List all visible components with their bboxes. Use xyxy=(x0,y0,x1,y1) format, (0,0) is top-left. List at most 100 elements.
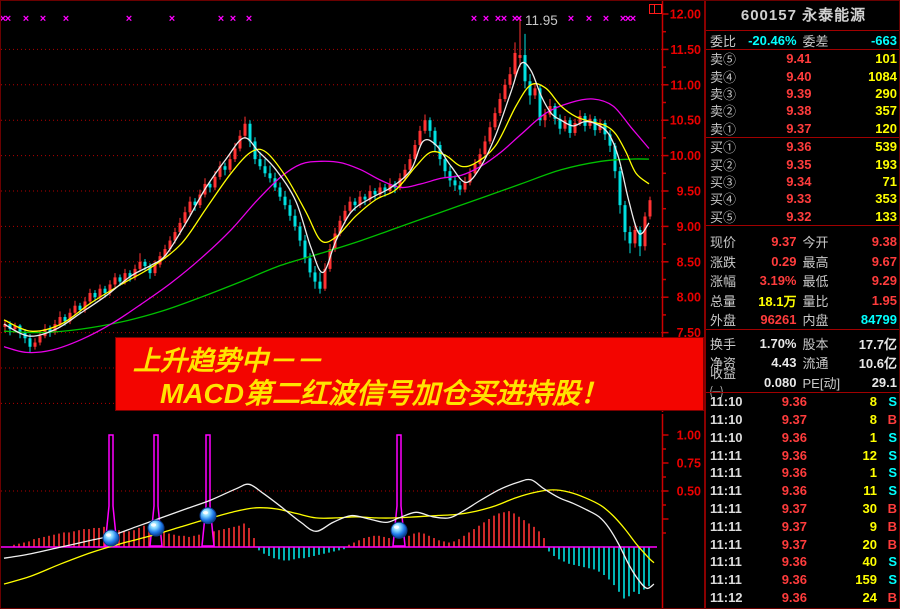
candle-up xyxy=(563,120,567,129)
candle-up xyxy=(468,173,472,183)
bid-volume: 353 xyxy=(875,191,897,207)
stat-value: 0.080 xyxy=(763,374,797,390)
stat-value: 1.70% xyxy=(759,335,797,351)
buy-signal-dot-icon xyxy=(199,507,217,525)
signal-mark-icon: × xyxy=(218,13,224,25)
price-axis-label: 9.00 xyxy=(677,220,701,234)
candle-up xyxy=(513,52,517,75)
candle-down xyxy=(103,288,107,293)
candle-up xyxy=(533,88,537,96)
bid-row[interactable]: 买② 9.35 193 xyxy=(706,155,899,173)
tick-price: 9.36 xyxy=(781,394,807,410)
signal-mark-icon: × xyxy=(1,13,6,25)
quote-panel: 600157 永泰能源 委比 -20.46% 委差 -663 卖⑤ 9.41 101… xyxy=(704,1,899,608)
signal-mark-icon: × xyxy=(620,13,626,25)
candle-up xyxy=(343,210,347,221)
price-stats: 现价 9.37 今开 9.38 涨跌 0.29 最高 9.67 涨幅 3.19% 最低 9.29 总量 1… xyxy=(706,226,899,330)
divider xyxy=(706,136,899,138)
tick-direction: S xyxy=(888,447,897,463)
ask-price: 9.39 xyxy=(786,85,812,101)
tick-row: 11:11 9.36 12 S xyxy=(706,446,899,464)
ask-row[interactable]: 卖③ 9.39 290 xyxy=(706,85,899,102)
tick-direction: S xyxy=(888,572,897,588)
window-restore-icon[interactable] xyxy=(649,4,662,14)
signal-mark-icon: × xyxy=(568,13,574,25)
signal-mark-icon: × xyxy=(471,13,477,25)
bid-row[interactable]: 买④ 9.33 353 xyxy=(706,190,899,207)
tick-direction: B xyxy=(887,412,897,428)
stat-label: 最低 xyxy=(802,274,829,290)
candle-down xyxy=(28,338,32,347)
ask-row[interactable]: 卖② 9.38 357 xyxy=(706,102,899,119)
tick-price: 9.37 xyxy=(781,412,807,428)
stat-value: 17.7亿 xyxy=(858,336,897,352)
bid-levels: 买① 9.36 539 买② 9.35 193 买③ 9.34 71 买④ 9.33 353 买⑤ 9.3… xyxy=(706,138,899,225)
tick-time: 11:10 xyxy=(710,394,743,410)
candle-down xyxy=(208,183,212,188)
stat-row: 总量 18.1万 量比 1.95 xyxy=(706,290,899,310)
candle-up xyxy=(188,201,192,213)
ask-row[interactable]: 卖④ 9.40 1084 xyxy=(706,67,899,85)
candle-down xyxy=(313,272,317,282)
macd-dif-line xyxy=(3,478,655,590)
candle-down xyxy=(438,144,442,160)
candle-up xyxy=(503,84,507,99)
ask-volume: 101 xyxy=(875,51,897,67)
price-axis-label: 10.00 xyxy=(670,149,701,163)
tick-direction: B xyxy=(887,536,897,552)
candle-down xyxy=(303,240,307,259)
fundamental-stats: 换手 1.70% 股本 17.7亿 净资 4.43 流通 10.6亿 收益㈠ 0.080 PE[动]… xyxy=(706,330,899,401)
candle-down xyxy=(583,115,587,126)
tick-time: 11:10 xyxy=(710,429,743,445)
ask-label: 卖⑤ xyxy=(710,52,737,68)
candle-down xyxy=(638,229,642,247)
candle-down xyxy=(318,281,322,289)
ask-row[interactable]: 卖① 9.37 120 xyxy=(706,120,899,137)
bid-row[interactable]: 买⑤ 9.32 133 xyxy=(706,208,899,225)
chart-canvas[interactable]: 12.00 11.50 11.00 10.50 10.00 9.50 9.00 8.50 8.0… xyxy=(1,1,704,609)
candle-up xyxy=(218,166,222,177)
tick-volume: 1 xyxy=(869,429,877,445)
signal-mark-icon: × xyxy=(246,13,252,25)
bid-volume: 193 xyxy=(875,156,897,172)
bid-row[interactable]: 买③ 9.34 71 xyxy=(706,173,899,190)
stat-label: 今开 xyxy=(802,235,829,251)
ma-line-yellow xyxy=(3,82,650,332)
stat-row: 现价 9.37 今开 9.38 xyxy=(706,232,899,252)
candle-up xyxy=(488,127,492,142)
candle-down xyxy=(558,118,562,129)
signal-spike xyxy=(104,434,118,547)
candle-up xyxy=(183,212,187,223)
ask-row[interactable]: 卖⑤ 9.41 101 xyxy=(706,50,899,68)
stock-title: 600157 永泰能源 xyxy=(706,1,899,31)
candle-up xyxy=(108,284,112,293)
candle-up xyxy=(13,325,17,330)
weibi-label: 委比 xyxy=(710,33,737,49)
ask-price: 9.41 xyxy=(786,51,812,67)
candle-down xyxy=(428,120,432,131)
bid-row[interactable]: 买① 9.36 539 xyxy=(706,138,899,155)
tick-time: 11:10 xyxy=(710,412,743,428)
signal-mark-icon: × xyxy=(625,13,631,25)
candle-down xyxy=(528,81,532,96)
tick-row: 11:12 9.36 24 B xyxy=(706,589,899,607)
candle-down xyxy=(93,292,97,298)
tick-direction: S xyxy=(888,394,897,410)
candle-down xyxy=(293,215,297,227)
tick-row: 11:11 9.37 30 B xyxy=(706,500,899,518)
candle-up xyxy=(213,176,217,188)
tick-volume: 30 xyxy=(862,501,877,517)
candle-up xyxy=(473,164,477,174)
tick-price: 9.36 xyxy=(781,590,807,606)
candle-up xyxy=(358,196,362,206)
tick-row: 11:10 9.36 8 S xyxy=(706,393,899,411)
candle-up xyxy=(493,113,497,128)
tick-list[interactable]: 11:10 9.36 8 S 11:10 9.37 8 B 11:10 9.36 1 S 11:11 9.… xyxy=(706,393,899,608)
candle-down xyxy=(193,201,197,206)
candle-down xyxy=(593,118,597,131)
candle-up xyxy=(243,123,247,136)
price-axis-label: 8.00 xyxy=(677,291,701,305)
buy-signal-dot-icon xyxy=(102,529,120,547)
candle-up xyxy=(238,135,242,149)
peak-price-label: 11.95 xyxy=(525,13,558,28)
